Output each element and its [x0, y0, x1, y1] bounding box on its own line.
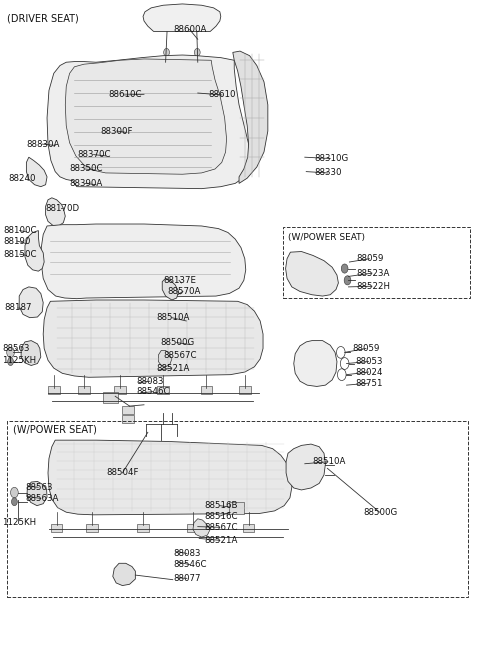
Text: 88500G: 88500G [364, 508, 398, 517]
Polygon shape [41, 224, 246, 299]
Polygon shape [158, 350, 172, 367]
Polygon shape [19, 287, 43, 318]
Text: 88370C: 88370C [78, 150, 111, 159]
Text: 88077: 88077 [174, 574, 201, 583]
Text: (W/POWER SEAT): (W/POWER SEAT) [288, 233, 365, 242]
Text: 88610: 88610 [209, 90, 236, 100]
Text: 88390A: 88390A [70, 179, 103, 188]
Bar [78, 386, 90, 394]
Text: 88083: 88083 [174, 549, 201, 558]
Text: 88510A: 88510A [312, 457, 346, 466]
Polygon shape [286, 252, 338, 296]
Polygon shape [193, 519, 210, 537]
Text: 88610C: 88610C [108, 90, 142, 100]
Circle shape [194, 48, 200, 56]
Text: 88170D: 88170D [46, 204, 80, 213]
Text: 88600A: 88600A [174, 25, 207, 34]
Text: 88563: 88563 [25, 483, 52, 492]
Bar [229, 502, 244, 514]
Text: 88570A: 88570A [167, 287, 201, 296]
Bar [51, 524, 62, 532]
Text: 1125KH: 1125KH [2, 356, 36, 365]
Bar [114, 386, 126, 394]
Text: 88563: 88563 [2, 344, 30, 353]
Text: 1125KH: 1125KH [2, 518, 36, 527]
Text: 88310G: 88310G [314, 154, 348, 163]
Text: 88150C: 88150C [4, 250, 37, 259]
Circle shape [7, 347, 14, 358]
Bar [157, 386, 169, 394]
Polygon shape [21, 341, 41, 365]
Text: 88024: 88024 [355, 367, 383, 377]
Polygon shape [286, 444, 325, 490]
Text: 88567C: 88567C [204, 523, 238, 532]
Bar [239, 386, 251, 394]
Polygon shape [233, 51, 268, 183]
Text: 88053: 88053 [355, 357, 383, 366]
Polygon shape [113, 563, 135, 586]
Text: 88751: 88751 [355, 379, 383, 388]
Polygon shape [26, 157, 47, 187]
Text: 88516B: 88516B [204, 501, 238, 510]
Polygon shape [143, 4, 221, 31]
Text: 88100C: 88100C [4, 226, 37, 235]
Circle shape [8, 358, 13, 365]
Polygon shape [46, 198, 65, 226]
Text: 88830A: 88830A [26, 140, 60, 149]
Text: 88546C: 88546C [174, 560, 207, 569]
Text: 88521A: 88521A [204, 536, 238, 545]
Polygon shape [47, 55, 251, 189]
Text: 88546C: 88546C [137, 387, 170, 396]
Text: (DRIVER SEAT): (DRIVER SEAT) [7, 13, 79, 23]
Bar [243, 524, 254, 532]
Circle shape [12, 498, 17, 506]
Text: 88330: 88330 [314, 168, 342, 178]
Circle shape [341, 264, 348, 273]
Text: 88083: 88083 [137, 377, 164, 386]
Polygon shape [27, 481, 47, 506]
Text: 88563A: 88563A [25, 494, 59, 503]
Text: 88190: 88190 [4, 236, 31, 246]
Circle shape [11, 487, 18, 498]
Text: 88137E: 88137E [163, 276, 196, 285]
Polygon shape [65, 59, 227, 174]
Text: 88300F: 88300F [101, 126, 133, 136]
Polygon shape [43, 300, 263, 377]
Text: 88059: 88059 [356, 254, 384, 263]
Bar [201, 386, 212, 394]
Bar [137, 524, 149, 532]
Text: 88240: 88240 [9, 174, 36, 183]
Polygon shape [25, 231, 44, 271]
Text: 88059: 88059 [353, 344, 380, 353]
Bar [187, 524, 199, 532]
Text: (W/POWER SEAT): (W/POWER SEAT) [13, 424, 97, 434]
Text: 88500G: 88500G [161, 338, 195, 347]
Bar [122, 415, 134, 423]
Text: 88510A: 88510A [156, 313, 190, 322]
Circle shape [164, 48, 169, 56]
Text: 88521A: 88521A [156, 364, 190, 373]
Polygon shape [294, 341, 337, 386]
Polygon shape [162, 278, 179, 300]
Polygon shape [48, 440, 292, 515]
Text: 88523A: 88523A [356, 269, 390, 278]
Bar [103, 392, 118, 403]
Text: 88504F: 88504F [107, 468, 139, 477]
Bar [48, 386, 60, 394]
Text: 88516C: 88516C [204, 512, 238, 521]
Text: 88567C: 88567C [163, 350, 197, 360]
Text: 88350C: 88350C [70, 164, 103, 174]
Text: 88187: 88187 [5, 303, 32, 312]
Text: 88522H: 88522H [356, 282, 390, 291]
Circle shape [344, 276, 351, 285]
Bar [86, 524, 98, 532]
Bar [122, 406, 134, 414]
